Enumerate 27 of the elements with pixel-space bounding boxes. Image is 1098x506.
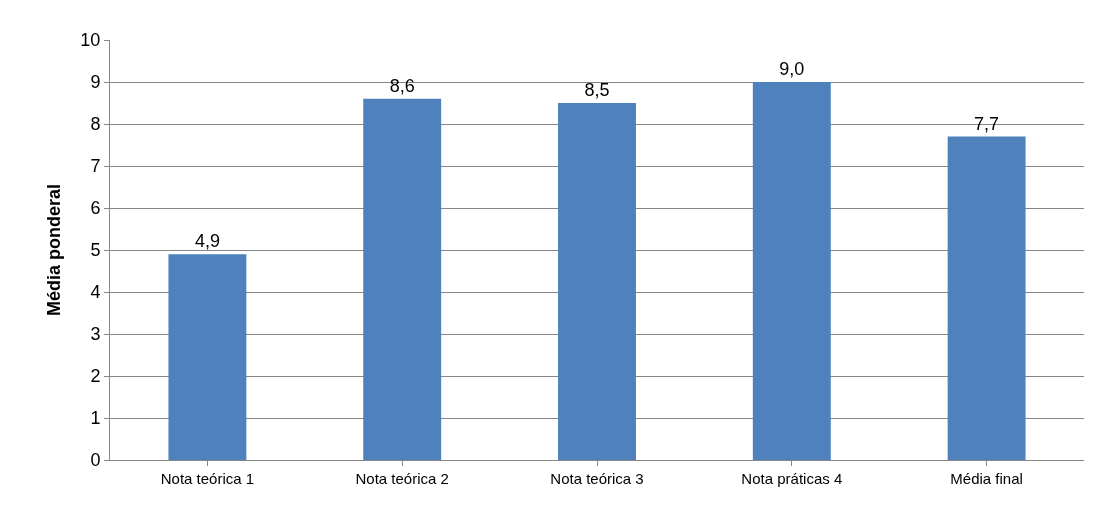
y-tick-label: 1 [90,408,101,429]
x-tick-label: Nota teórica 3 [550,470,644,487]
x-tick-label: Nota teórica 2 [355,470,449,487]
data-label: 9,0 [779,59,805,79]
y-tick-label: 3 [90,324,101,345]
bar [752,82,831,460]
y-tick-label: 4 [90,282,101,303]
bar [363,98,442,460]
bar [558,103,636,460]
y-axis-title: Média ponderal [43,183,64,317]
y-tick-label: 10 [80,30,101,51]
y-tick-label: 0 [90,450,101,471]
y-tick-label: 2 [90,366,101,387]
y-tick-label: 6 [90,198,101,219]
x-tick-label: Nota práticas 4 [741,470,843,487]
data-label: 7,7 [974,113,1000,134]
bar [947,136,1026,460]
data-label: 8,6 [389,75,415,96]
y-tick-label: 8 [90,114,101,135]
data-label: 8,5 [584,80,610,100]
y-tick-label: 5 [90,240,101,261]
data-label: 4,9 [194,231,220,252]
y-tick-label: 9 [90,72,101,93]
x-tick-label: Média final [950,470,1023,487]
bar [168,254,247,460]
x-tick-label: Nota teórica 1 [160,470,255,487]
y-tick-label: 7 [90,156,101,177]
